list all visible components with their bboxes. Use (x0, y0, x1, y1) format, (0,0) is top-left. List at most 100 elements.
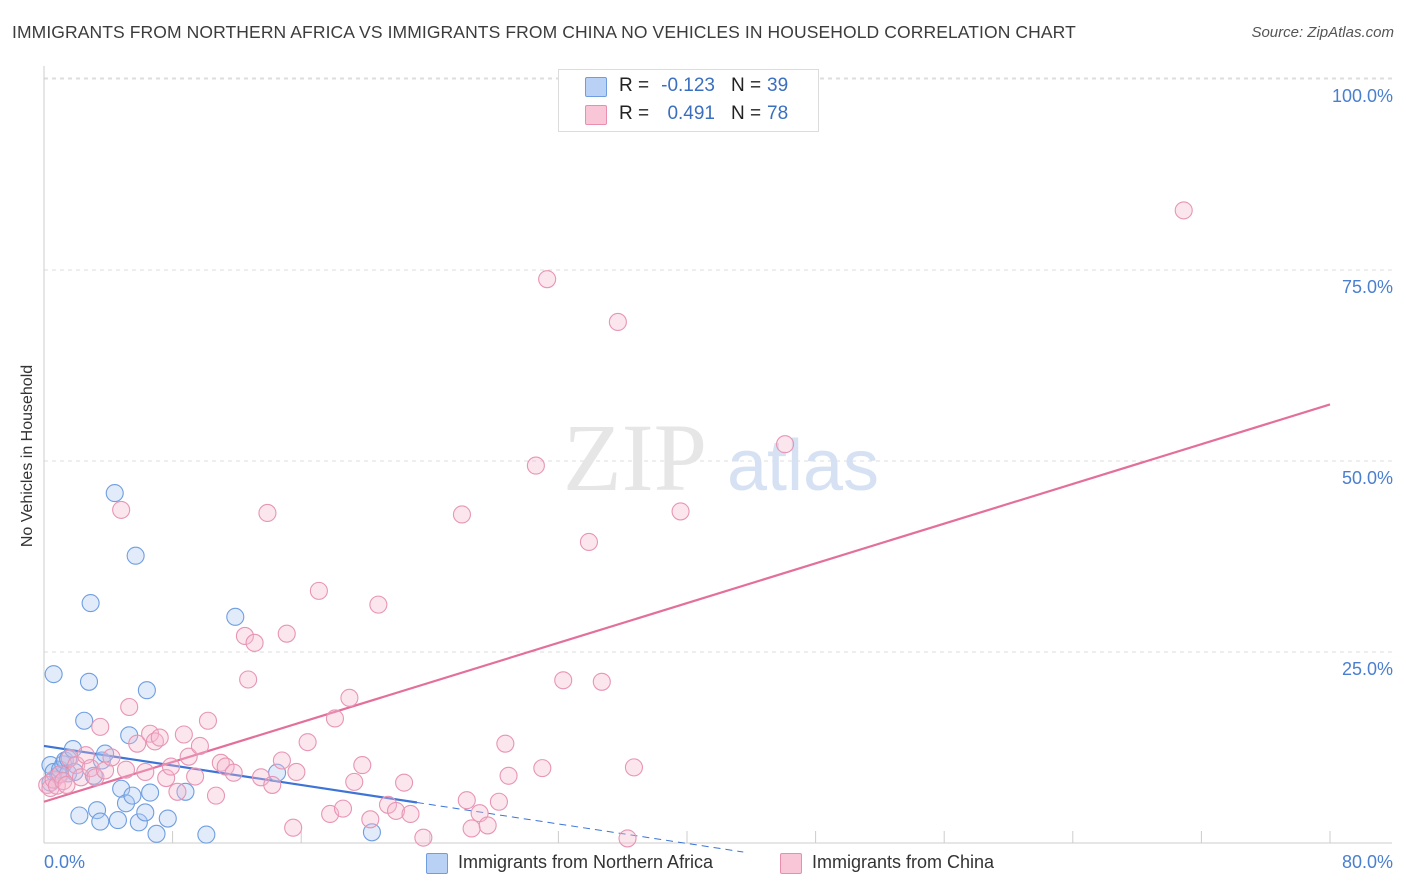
china-point (526, 456, 545, 475)
china-point (618, 829, 637, 848)
northern-africa-point (129, 813, 148, 832)
northern-africa-point (362, 823, 381, 842)
y-tick-50: 50.0% (1341, 468, 1393, 488)
y-tick-75: 75.0% (1341, 277, 1393, 297)
china-point (414, 828, 433, 847)
china-point (57, 775, 76, 794)
china-point (496, 734, 515, 753)
china-point (579, 532, 598, 552)
northern-africa-point (136, 803, 155, 822)
northern-africa-point (197, 825, 216, 844)
china-point (776, 435, 795, 454)
northern-africa-point (116, 794, 136, 813)
china-point (608, 312, 627, 332)
china-point (150, 728, 169, 747)
china-point (489, 792, 508, 811)
watermark-atlas: atlas (727, 426, 879, 506)
y-tick-25: 25.0% (1341, 659, 1393, 679)
bottom-legend-swatch-blue (426, 853, 448, 874)
northern-africa-point (75, 711, 94, 730)
china-point (325, 709, 345, 728)
china-point (533, 759, 552, 778)
china-point (157, 769, 176, 788)
china-point (309, 581, 328, 600)
legend-r-value: -0.123 (661, 75, 715, 96)
china-point (161, 757, 181, 776)
china-point (245, 633, 264, 652)
watermark: ZIP atlas (563, 404, 879, 511)
northern-africa-point (70, 806, 89, 825)
northern-africa-point (126, 546, 145, 565)
china-point (102, 748, 121, 767)
trend-line-china (43, 403, 1331, 803)
northern-africa-point (226, 607, 245, 626)
northern-africa-point (123, 786, 142, 805)
northern-africa-point (87, 801, 107, 820)
china-point (369, 595, 388, 614)
china-point (239, 670, 258, 689)
y-tick-100: 100.0% (1331, 86, 1393, 106)
northern-africa-point (91, 812, 110, 831)
china-point (538, 270, 557, 289)
legend-r-label: R = (619, 75, 650, 96)
china-point (263, 775, 282, 794)
northern-africa-point (141, 783, 160, 802)
china-point (624, 758, 644, 777)
bottom-legend-label: Immigrants from China (812, 852, 995, 872)
china-point (116, 760, 136, 779)
northern-africa-point (105, 484, 124, 503)
china-point (258, 503, 277, 523)
china-point (206, 786, 226, 805)
china-point (272, 751, 291, 770)
china-point (174, 725, 193, 744)
bottom-legend-swatch-pink (780, 853, 802, 874)
legend-n-value: 78 (767, 103, 789, 124)
x-tick-min: 0.0% (44, 852, 86, 872)
china-point (671, 502, 690, 521)
china-point (1174, 201, 1193, 220)
china-point (592, 672, 611, 691)
china-point (91, 717, 110, 736)
series-china-points (38, 201, 1193, 848)
china-point (112, 500, 131, 519)
china-point (457, 791, 476, 810)
china-point (333, 799, 353, 818)
china-point (361, 810, 380, 829)
legend-n-value: 39 (767, 75, 789, 96)
china-point (386, 801, 406, 820)
china-point (136, 762, 155, 781)
china-point (287, 762, 306, 781)
china-point (235, 626, 254, 646)
axes (43, 66, 1392, 844)
china-point (340, 688, 359, 707)
china-point (345, 772, 364, 791)
china-point (71, 768, 91, 787)
china-point (120, 697, 139, 717)
northern-africa-point (137, 681, 156, 700)
gridlines (44, 77, 1392, 653)
legend-swatch-blue (585, 77, 607, 97)
china-point (353, 756, 372, 775)
china-point (224, 763, 243, 782)
china-point (298, 733, 317, 752)
northern-africa-point (108, 811, 127, 830)
china-point (478, 816, 497, 835)
northern-africa-point (44, 665, 63, 684)
northern-africa-point (112, 779, 131, 798)
legend-swatch-pink (585, 105, 607, 125)
northern-africa-point (79, 672, 99, 691)
china-point (554, 671, 573, 690)
china-point (81, 759, 100, 778)
watermark-zip: ZIP (563, 404, 707, 511)
china-point (277, 624, 296, 643)
source-credit: Source: ZipAtlas.com (1251, 24, 1394, 41)
legend-n-label: N = (731, 103, 762, 124)
china-point (47, 776, 66, 795)
china-point (86, 768, 105, 787)
legend-r-value: 0.491 (667, 103, 715, 124)
northern-africa-point (147, 824, 166, 843)
bottom-legend-label: Immigrants from Northern Africa (458, 852, 714, 872)
china-point (179, 747, 198, 766)
china-point (401, 804, 420, 824)
